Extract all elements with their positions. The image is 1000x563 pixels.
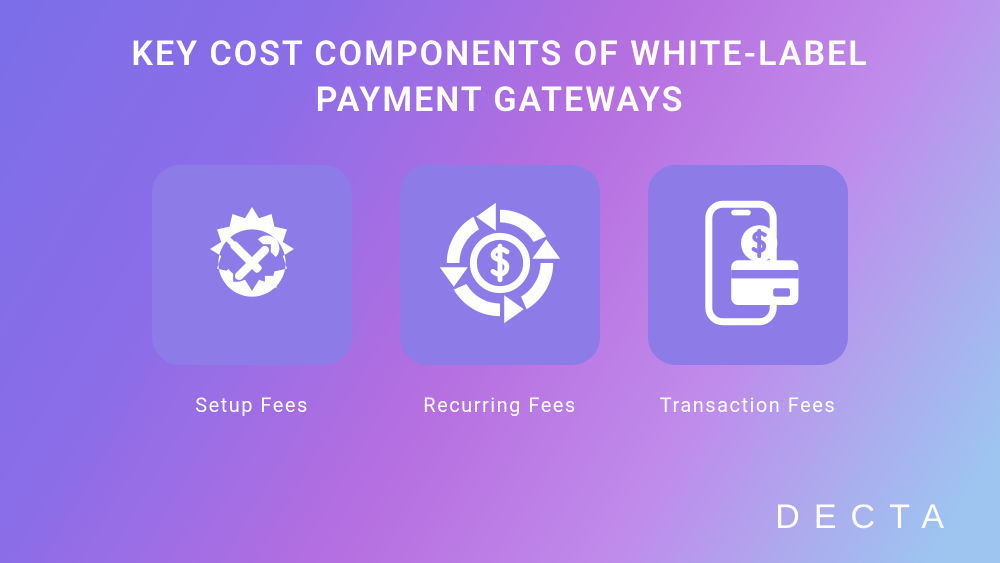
tile-transaction-fees	[648, 165, 848, 365]
page-title: KEY COST COMPONENTS OF WHITE-LABEL PAYME…	[0, 32, 1000, 124]
recurring-dollar-icon	[430, 193, 570, 337]
card-recurring-fees: Recurring Fees	[400, 165, 600, 417]
gear-tools-icon	[182, 193, 322, 337]
tile-setup-fees	[152, 165, 352, 365]
card-transaction-fees: Transaction Fees	[648, 165, 848, 417]
phone-card-icon	[678, 193, 818, 337]
card-setup-fees: Setup Fees	[152, 165, 352, 417]
card-row: Setup Fees	[0, 165, 1000, 417]
card-label: Recurring Fees	[423, 393, 576, 417]
card-label: Setup Fees	[195, 393, 309, 417]
card-label: Transaction Fees	[660, 393, 836, 417]
brand-logo: DECTA	[775, 498, 958, 537]
tile-recurring-fees	[400, 165, 600, 365]
